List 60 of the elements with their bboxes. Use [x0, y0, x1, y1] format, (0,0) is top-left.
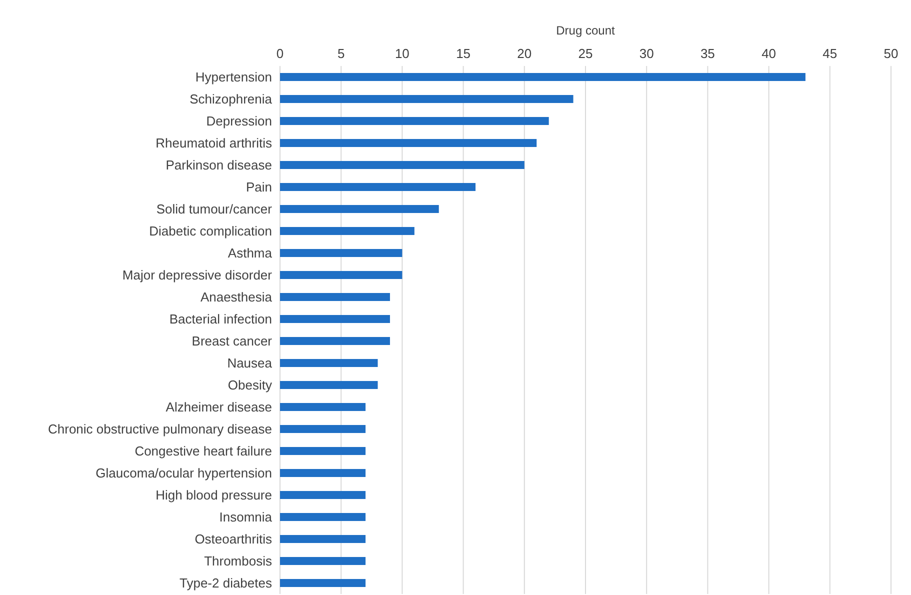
bar [280, 469, 366, 477]
y-tick-label: Osteoarthritis [194, 532, 272, 547]
bar [280, 535, 366, 543]
y-tick-label: Depression [206, 114, 272, 129]
y-tick-label: Alzheimer disease [166, 400, 272, 415]
bar [280, 315, 390, 323]
y-tick-label: Anaesthesia [200, 290, 273, 305]
x-tick-label: 20 [517, 46, 532, 61]
y-tick-label: High blood pressure [156, 488, 272, 503]
x-tick-label: 30 [639, 46, 654, 61]
y-tick-label: Breast cancer [192, 334, 273, 349]
bar [280, 161, 524, 169]
x-tick-label: 10 [394, 46, 410, 61]
bar [280, 337, 390, 345]
bar [280, 359, 378, 367]
y-tick-label: Pain [246, 180, 272, 195]
bar [280, 579, 366, 587]
bar [280, 271, 402, 279]
x-tick-label: 35 [700, 46, 715, 61]
y-tick-label: Rheumatoid arthritis [156, 136, 272, 151]
y-tick-label: Thrombosis [204, 554, 272, 569]
x-tick-label: 45 [822, 46, 838, 61]
y-tick-label: Diabetic complication [149, 224, 272, 239]
y-tick-label: Bacterial infection [169, 312, 272, 327]
bar [280, 227, 414, 235]
x-tick-label: 15 [456, 46, 471, 61]
bar [280, 557, 366, 565]
y-tick-label: Insomnia [219, 510, 273, 525]
bar [280, 249, 402, 257]
y-tick-label: Asthma [228, 246, 273, 261]
bar [280, 513, 366, 521]
x-tick-label: 25 [578, 46, 593, 61]
y-tick-label: Obesity [228, 378, 272, 393]
bar [280, 447, 366, 455]
x-tick-label: 50 [884, 46, 898, 61]
bar [280, 117, 549, 125]
bar [280, 183, 476, 191]
bar [280, 425, 366, 433]
y-tick-label: Hypertension [195, 70, 272, 85]
x-tick-label: 0 [276, 46, 284, 61]
bar [280, 403, 366, 411]
bar [280, 139, 537, 147]
bar [280, 205, 439, 213]
bar [280, 293, 390, 301]
x-axis-title: Drug count [556, 24, 616, 38]
bar [280, 381, 378, 389]
bar [280, 95, 574, 103]
y-tick-label: Solid tumour/cancer [156, 202, 273, 217]
y-tick-label: Congestive heart failure [134, 444, 272, 459]
x-tick-label: 40 [762, 46, 776, 61]
y-tick-label: Schizophrenia [190, 92, 273, 107]
y-tick-label: Parkinson disease [166, 158, 272, 173]
y-tick-label: Major depressive disorder [122, 268, 273, 283]
y-tick-label: Chronic obstructive pulmonary disease [48, 422, 272, 437]
y-tick-label: Type-2 diabetes [179, 576, 272, 591]
bar [280, 73, 806, 81]
y-tick-label: Glaucoma/ocular hypertension [96, 466, 272, 481]
y-tick-label: Nausea [227, 356, 273, 371]
x-tick-label: 5 [337, 46, 345, 61]
bar [280, 491, 366, 499]
